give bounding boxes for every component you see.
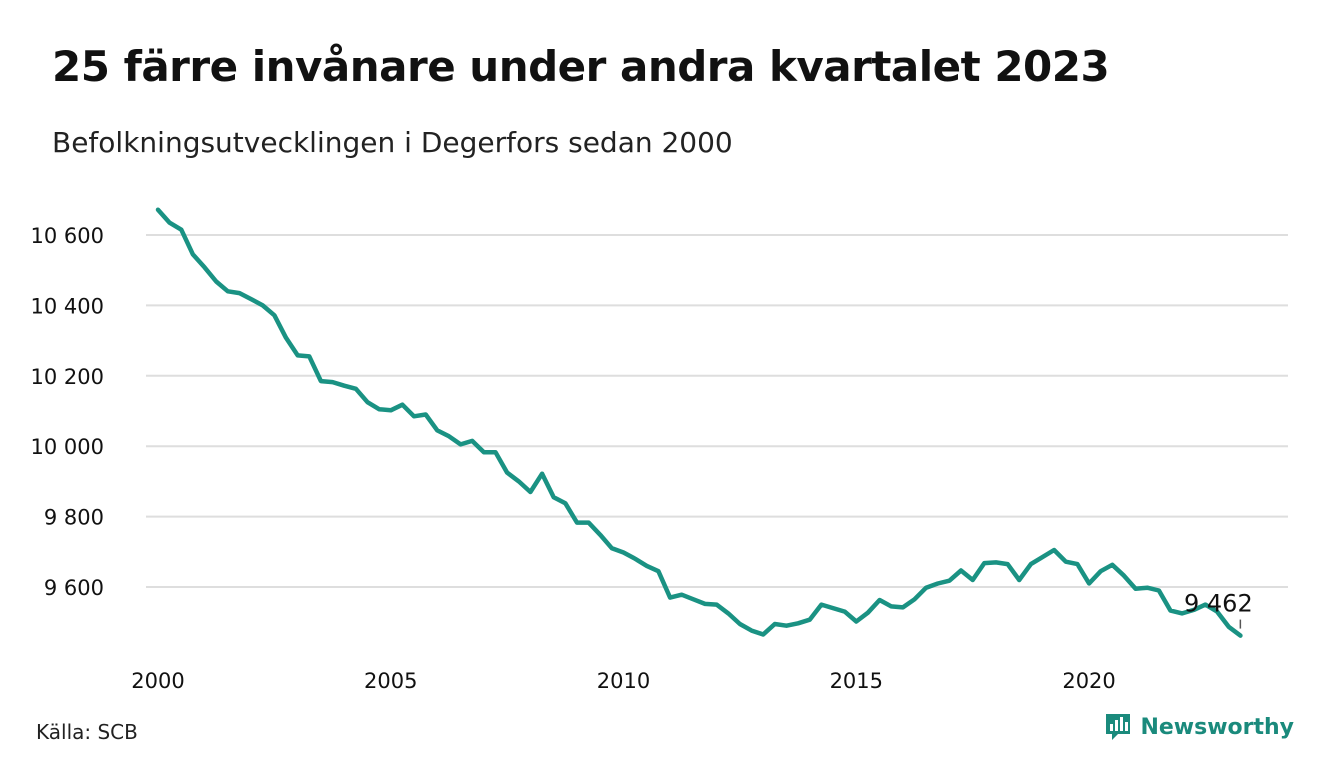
x-tick-label: 2015 [830,669,883,693]
series-layer [155,207,1243,638]
end-value-label: 9 462 [1184,590,1253,618]
y-tick-label: 10 600 [31,224,104,248]
y-tick-label: 9 800 [44,506,104,530]
brand-name: Newsworthy [1140,714,1294,740]
y-tick-label: 10 200 [31,365,104,389]
source-note: Källa: SCB [36,720,138,744]
y-tick-label: 9 600 [44,576,104,600]
x-tick-label: 2005 [364,669,417,693]
x-tick-label: 2020 [1062,669,1115,693]
y-tick-label: 10 400 [31,294,104,318]
chart-subtitle: Befolkningsutvecklingen i Degerfors seda… [52,126,733,159]
end-label-layer: 9 462 [1184,590,1253,629]
y-tick-label: 10 000 [31,435,104,459]
x-axis-ticks: 2000 2005 2010 2015 2020 [131,669,1116,693]
brand-logo: Newsworthy [1104,712,1294,742]
newsworthy-logo-icon [1106,714,1131,740]
series-line [155,207,1243,638]
chart-title: 25 färre invånare under andra kvartalet … [52,42,1110,91]
gridlines [146,234,1288,588]
x-tick-label: 2010 [597,669,650,693]
y-axis-ticks: 9 600 9 800 10 000 10 200 10 400 10 600 [31,224,104,600]
x-tick-label: 2000 [131,669,184,693]
